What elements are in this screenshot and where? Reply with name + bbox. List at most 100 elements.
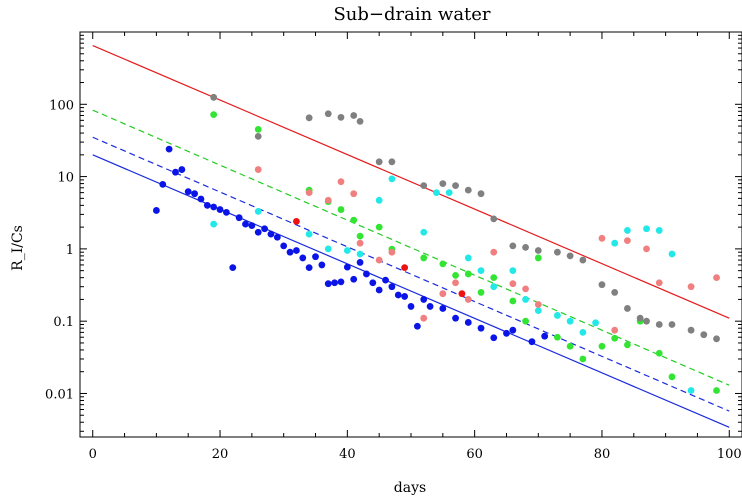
data-point <box>356 259 364 266</box>
data-point <box>426 303 434 310</box>
data-point <box>464 296 472 303</box>
data-point <box>452 182 459 190</box>
data-point <box>388 175 396 183</box>
data-point <box>324 196 332 204</box>
y-tick-label: 1 <box>66 243 74 258</box>
data-point <box>477 324 485 332</box>
data-point <box>382 276 389 284</box>
data-point <box>350 190 358 198</box>
data-point <box>566 252 574 260</box>
data-point <box>624 237 631 245</box>
data-point <box>713 274 720 282</box>
data-point <box>184 188 192 195</box>
data-point <box>223 208 230 216</box>
fit-line-4 <box>92 154 730 428</box>
data-point <box>668 321 676 328</box>
data-point <box>210 93 218 101</box>
data-point <box>490 274 498 282</box>
data-point <box>452 314 459 322</box>
data-point <box>178 166 186 173</box>
data-point <box>643 317 650 325</box>
data-point <box>509 267 517 275</box>
data-point <box>350 275 358 283</box>
data-point <box>420 254 428 262</box>
data-point <box>541 332 549 340</box>
data-point <box>464 319 472 326</box>
y-axis-label: R_I/Cs <box>10 225 26 271</box>
data-point <box>394 291 402 299</box>
data-point <box>490 215 498 223</box>
x-tick-label: 0 <box>89 447 97 462</box>
data-point <box>598 234 606 242</box>
data-point <box>655 279 663 287</box>
y-tick-label: 100 <box>49 98 74 113</box>
data-point <box>159 180 167 188</box>
data-point <box>624 341 631 349</box>
data-point <box>643 225 650 233</box>
data-point <box>229 264 237 272</box>
data-point <box>655 227 663 234</box>
data-point <box>655 321 663 328</box>
data-point <box>528 338 536 346</box>
data-point <box>509 297 517 305</box>
data-point <box>579 355 587 363</box>
x-axis-label: days <box>394 480 426 496</box>
data-point <box>331 279 339 287</box>
data-point <box>305 114 313 122</box>
data-point <box>433 189 440 197</box>
data-point <box>598 342 606 350</box>
data-point <box>700 331 708 339</box>
data-point <box>611 326 619 334</box>
data-point <box>375 256 383 264</box>
data-point <box>312 253 319 261</box>
x-tick-label: 60 <box>466 447 483 462</box>
data-point <box>534 307 542 315</box>
data-point <box>624 305 631 312</box>
data-point <box>375 158 383 166</box>
data-point <box>439 305 447 312</box>
data-point <box>534 254 542 262</box>
data-point <box>305 189 313 197</box>
data-point <box>509 242 517 250</box>
data-point <box>324 280 332 288</box>
chart-title: Sub−drain water <box>333 4 490 25</box>
data-point <box>490 334 498 342</box>
x-tick-label: 80 <box>594 447 611 462</box>
data-point <box>375 223 383 231</box>
data-point <box>579 256 587 264</box>
data-points <box>152 93 720 394</box>
data-point <box>458 290 466 298</box>
data-point <box>165 145 173 153</box>
data-point <box>235 214 243 222</box>
data-point <box>318 261 326 269</box>
data-point <box>713 387 720 394</box>
data-point <box>464 254 472 262</box>
data-point <box>152 207 160 214</box>
data-point <box>509 326 517 334</box>
data-point <box>254 132 262 140</box>
data-point <box>522 296 529 303</box>
data-point <box>197 195 205 203</box>
data-point <box>713 335 720 343</box>
data-point <box>337 113 345 121</box>
x-axis: 0 20 40 60 80 100 <box>89 32 742 462</box>
data-point <box>655 349 663 357</box>
data-point <box>464 186 472 194</box>
data-point <box>598 281 606 289</box>
fit-lines <box>92 44 730 428</box>
data-point <box>464 270 472 278</box>
data-point <box>439 260 447 268</box>
y-tick-label: 10 <box>57 171 74 186</box>
data-point <box>299 254 307 262</box>
data-point <box>592 319 599 327</box>
data-point <box>490 283 498 291</box>
data-point <box>477 190 485 198</box>
data-point <box>388 158 396 166</box>
data-point <box>668 373 676 381</box>
data-point <box>445 189 453 197</box>
data-point <box>401 293 409 300</box>
data-point <box>356 232 364 240</box>
data-point <box>439 290 447 298</box>
data-point <box>388 248 396 256</box>
